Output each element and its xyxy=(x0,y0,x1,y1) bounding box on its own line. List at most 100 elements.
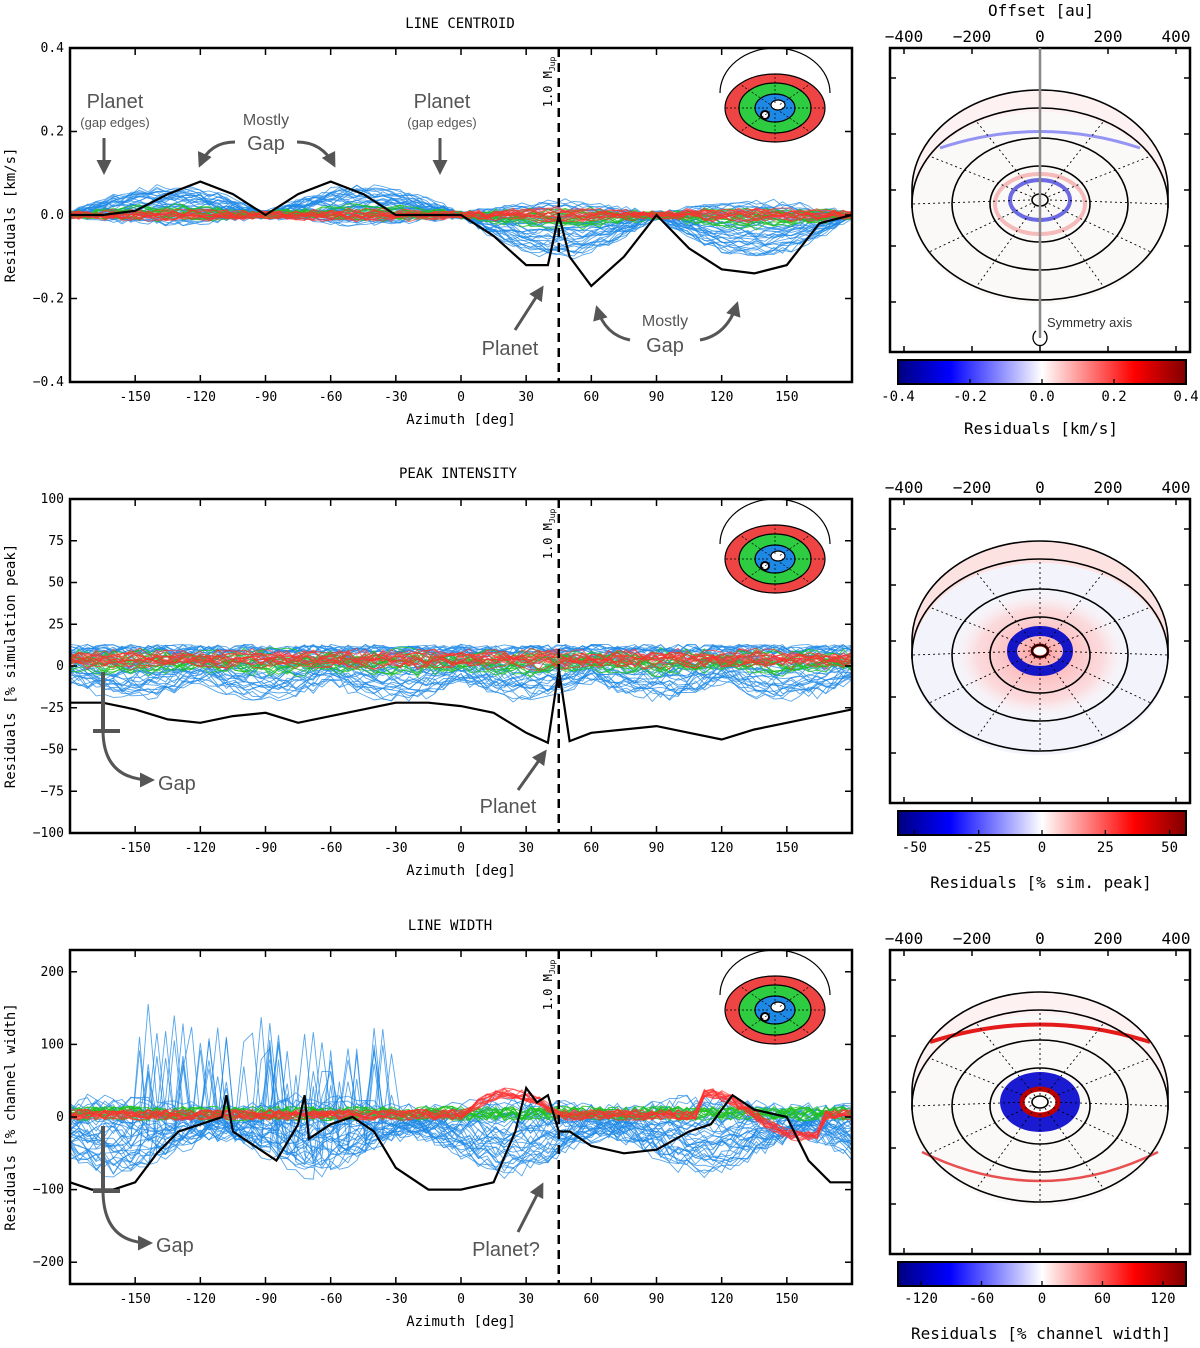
disk-schematic-inset xyxy=(719,949,831,1045)
colorbar-tick-label: -0.4 xyxy=(881,389,915,405)
colorbar-tick-label: 60 xyxy=(1094,1291,1111,1307)
series-line xyxy=(70,643,852,655)
x-tick-label: 150 xyxy=(775,841,798,856)
y-tick-label: 0.4 xyxy=(41,41,65,56)
residual-curves xyxy=(70,180,852,288)
chart-title: PEAK INTENSITY xyxy=(399,466,518,482)
series-line xyxy=(70,1065,852,1178)
series-line xyxy=(70,1081,852,1175)
x-tick-label: -150 xyxy=(120,390,151,405)
svg-text:Gap: Gap xyxy=(247,133,285,155)
annotation-planet-gap-edges-right: Planet (gap edges) xyxy=(407,91,477,175)
y-tick-label: 50 xyxy=(48,576,64,591)
series-line xyxy=(70,209,852,222)
y-tick-label: −75 xyxy=(41,784,64,799)
series-line xyxy=(70,673,852,703)
annotation-planet-question: Planet? xyxy=(472,1182,544,1261)
x-tick-label: 90 xyxy=(649,841,665,856)
series-line xyxy=(70,672,852,703)
y-axis-label: Residuals [% simulation peak] xyxy=(3,544,19,788)
planet-mass-label: 1.0 MJup xyxy=(541,509,557,560)
y-tick-label: −25 xyxy=(41,701,64,716)
svg-text:(gap edges): (gap edges) xyxy=(80,115,149,130)
y-tick-label: −0.2 xyxy=(33,292,64,307)
series-line xyxy=(70,1074,852,1170)
residual-curves xyxy=(70,1003,852,1191)
x-tick-label: -60 xyxy=(319,841,342,856)
colorbar-label: Residuals [km/s] xyxy=(964,419,1118,438)
svg-text:Mostly: Mostly xyxy=(642,313,688,330)
map-top-tick-label: −400 xyxy=(885,27,924,46)
x-tick-label: -150 xyxy=(120,1292,151,1307)
residual-map: −400 −200 0 200 400 xyxy=(885,27,1192,354)
svg-text:Planet: Planet xyxy=(482,338,539,360)
series-line xyxy=(70,1088,852,1137)
colorbar-tick-label: -25 xyxy=(966,840,991,856)
x-tick-label: 120 xyxy=(710,841,733,856)
colorbar-tick-label: 120 xyxy=(1150,1291,1175,1307)
x-tick-label: -120 xyxy=(185,841,216,856)
x-tick-label: 30 xyxy=(518,841,534,856)
chart-title: LINE CENTROID xyxy=(405,16,515,32)
colorbar: -0.4 -0.2 0.0 0.2 0.4 xyxy=(881,359,1199,405)
map-top-tick-label: 400 xyxy=(1162,478,1191,497)
x-tick-label: 30 xyxy=(518,1292,534,1307)
plot-area: -150 -120 -90 -60 -30 0 30 60 90 120 150 200 100 0 −10… xyxy=(33,950,852,1307)
colorbar-tick-label: 0 xyxy=(1038,840,1046,856)
x-tick-label: 60 xyxy=(584,390,600,405)
annotation-planet-gap-edges-left: Planet (gap edges) xyxy=(80,91,150,175)
y-tick-label: −50 xyxy=(41,743,64,758)
colorbar-tick-label: 25 xyxy=(1097,840,1114,856)
annotation-mostly-gap-right: Mostly Gap xyxy=(593,301,741,357)
disk-schematic-inset xyxy=(719,47,831,143)
colorbar-tick-label: -120 xyxy=(904,1291,938,1307)
x-tick-label: 120 xyxy=(710,1292,733,1307)
x-tick-label: -30 xyxy=(384,390,407,405)
colorbar-tick-label: 0.0 xyxy=(1029,389,1054,405)
colorbar-label: Residuals [% sim. peak] xyxy=(930,873,1152,892)
y-tick-label: 100 xyxy=(41,492,64,507)
plot-frame xyxy=(68,46,854,384)
y-tick-label: 100 xyxy=(41,1037,64,1052)
y-tick-label: 75 xyxy=(48,534,64,549)
svg-text:Planet: Planet xyxy=(480,796,537,818)
residual-map: −400 −200 0 200 400 xyxy=(885,929,1192,1256)
y-tick-label: 25 xyxy=(48,617,64,632)
series-line xyxy=(70,656,852,671)
series-line xyxy=(70,672,852,699)
series-line xyxy=(70,654,852,670)
plot-frame xyxy=(68,497,854,835)
y-axis-label: Residuals [% channel width] xyxy=(3,1003,19,1231)
annotation-planet: Planet xyxy=(480,749,547,818)
colorbar: -50 -25 0 25 50 xyxy=(897,810,1187,856)
map-top-tick-label: 400 xyxy=(1162,27,1191,46)
x-tick-label: 0 xyxy=(457,1292,465,1307)
colorbar-tick-label: -60 xyxy=(969,1291,994,1307)
series-line xyxy=(70,1107,852,1180)
y-tick-label: 0 xyxy=(56,1110,64,1125)
colorbar-label: Residuals [% channel width] xyxy=(911,1324,1171,1343)
x-tick-label: -30 xyxy=(384,1292,407,1307)
x-tick-label: 90 xyxy=(649,1292,665,1307)
x-tick-label: 150 xyxy=(775,1292,798,1307)
planet-mass-label: 1.0 MJup xyxy=(541,57,557,108)
x-axis-label: Azimuth [deg] xyxy=(406,863,516,879)
panel-peak-intensity: PEAK INTENSITY -150 -120 -90 -60 -30 0 30 60 90 1… xyxy=(3,466,1192,892)
map-top-tick-label: −200 xyxy=(953,27,992,46)
series-line xyxy=(70,653,852,668)
y-tick-label: −100 xyxy=(33,826,64,841)
colorbar-tick-label: 50 xyxy=(1161,840,1178,856)
map-top-tick-label: 200 xyxy=(1094,929,1123,948)
series-line xyxy=(70,1064,852,1159)
series-line xyxy=(70,1032,852,1126)
svg-text:Gap: Gap xyxy=(158,773,196,795)
chart-title: LINE WIDTH xyxy=(408,918,492,934)
x-axis-label: Azimuth [deg] xyxy=(406,412,516,428)
y-tick-label: −100 xyxy=(33,1183,64,1198)
residual-map: −400 −200 0 200 400 xyxy=(885,478,1192,805)
map-top-tick-label: −400 xyxy=(885,478,924,497)
x-tick-label: 60 xyxy=(584,841,600,856)
x-tick-label: 0 xyxy=(457,841,465,856)
map-top-tick-label: −200 xyxy=(953,478,992,497)
